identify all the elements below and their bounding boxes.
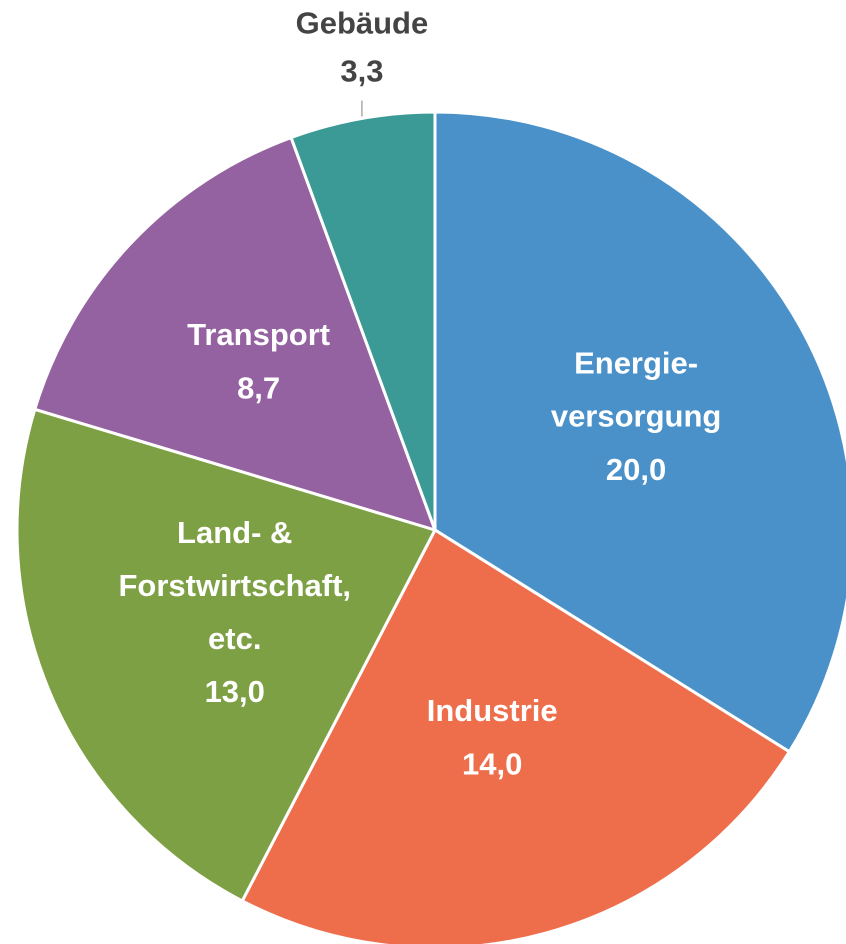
slice-label: Industrie [427,693,558,728]
pie-slice [32,135,438,533]
slice-label: Transport [187,317,330,352]
value-label: 14,0 [462,746,522,781]
slice-label: Land- & Forstwirtschaft, etc. [118,515,351,656]
pie-slice [240,527,792,944]
pie-slice [433,110,846,754]
value-label: 3,3 [340,54,383,89]
slice-label: Gebäude [296,6,429,41]
pie-slice [15,407,438,903]
pie-slice [289,110,437,531]
slice-label: Energie-versorgung [551,346,722,434]
value-label: 8,7 [237,370,280,405]
value-label: 20,0 [606,452,666,487]
value-label: 13,0 [205,674,265,709]
